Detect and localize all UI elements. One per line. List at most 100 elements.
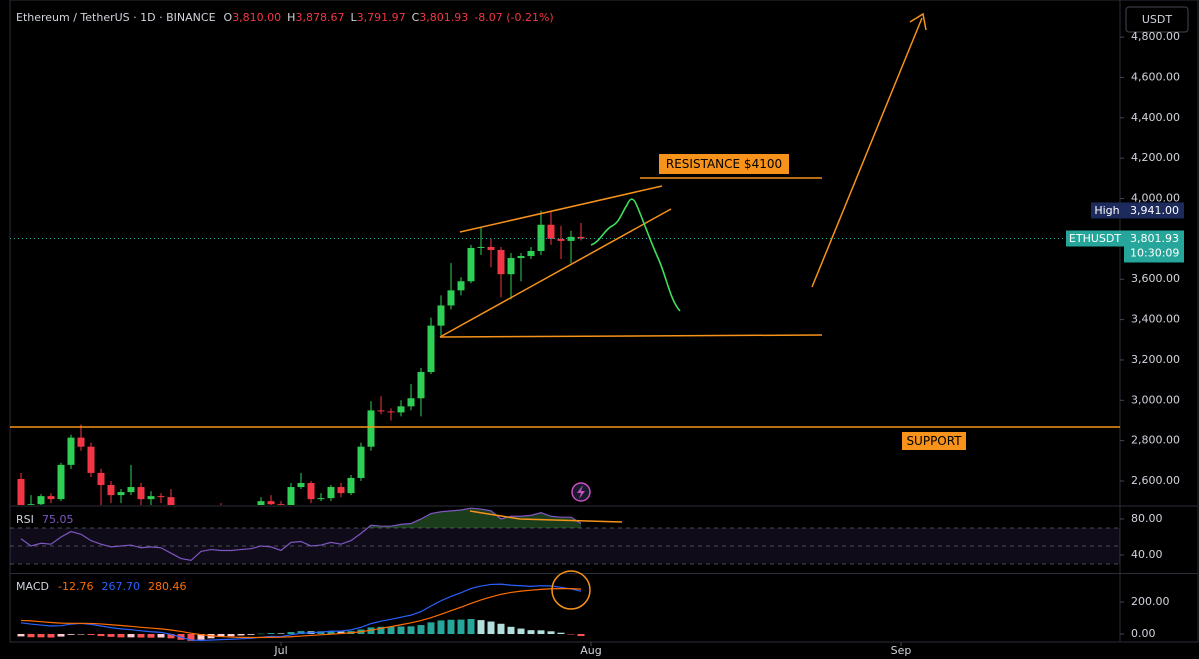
candle-body [167,497,175,505]
rsi-value: 75.05 [42,513,74,526]
candle-body [297,483,305,488]
rsi-line [20,507,582,562]
candle-body [37,496,45,505]
macd-histogram-bar [217,634,225,638]
macd-histogram-bar [227,634,235,637]
candle-body [157,496,165,498]
ohlc-key: C [412,11,420,24]
macd-histogram-bar [427,622,435,635]
macd-histogram-bar [527,630,535,635]
drawings: RESISTANCE $4100 SUPPORT [10,12,1120,502]
currency-button[interactable] [1125,6,1189,33]
candle-body [127,487,135,493]
candle-body [397,406,405,413]
candle-body [27,504,35,505]
candle-body [267,501,275,505]
macd-histogram-bar [497,623,505,635]
y-tick-label: 2,800.00 [1131,434,1180,447]
macd-histogram-bar [477,620,485,635]
macd-tick-label: 200.00 [1131,595,1170,608]
candle-body [477,246,485,248]
ohlc-legend: O 3,810.00 H 3,878.67 L 3,791.97 C 3,801.93 -8.0… [224,11,554,24]
ohlc-value: 3,810.00 [232,11,281,24]
change-value: -8.07 (-0.21%) [474,11,553,24]
support-label: SUPPORT [906,434,962,448]
resistance-label-bg [659,154,789,174]
candle-body [357,446,365,478]
ohlc-key: L [350,11,357,24]
price-pane [10,210,1120,505]
macd-histogram-bar [517,628,525,635]
projection-curve [590,198,681,312]
candle-body [427,325,435,373]
candle-body [47,496,55,500]
macd-histogram-bar [257,633,265,635]
candle-body [277,504,285,505]
ohlc-value: 3,801.93 [419,11,468,24]
y-tick-label: 4,200.00 [1131,151,1180,164]
candle-body [557,238,565,241]
macd-pane [17,583,585,642]
candle-body [137,487,145,500]
rsi-overbought-fill [21,508,581,528]
candle-body [407,398,415,407]
last-price-bg [1124,230,1184,263]
macd-histogram-bar [377,626,385,635]
macd-histogram-bar [137,634,145,638]
rsi-tick-label: 40.00 [1131,548,1163,561]
macd-histogram-bar [467,618,475,635]
lightning [577,485,585,499]
macd-histogram-bar [457,619,465,635]
resistance-label: RESISTANCE $4100 [666,157,782,171]
macd-histogram-bar [417,625,425,635]
candle-body [67,437,75,465]
macd-histogram-bar [77,634,85,635]
candle-body [257,501,265,505]
currency-label[interactable]: USDT [1142,13,1173,26]
macd-histogram-bar [487,621,495,635]
macd-histogram-bar [107,634,115,637]
macd-histogram-bar [557,632,565,635]
candle-body [17,478,25,505]
candle-body [487,246,495,250]
candle-body [517,256,525,259]
wedge-upper-line [459,185,663,233]
ohlc-value: 3,791.97 [357,11,406,24]
macd-histogram-bar [387,626,395,635]
macd-histogram-bar [157,634,165,638]
high-price-bg [1124,202,1184,219]
y-tick-label: 3,200.00 [1131,353,1180,366]
candle-body [97,472,105,486]
candle-body [467,247,475,282]
high-price-label: 3,941.00 [1130,204,1179,217]
symbol-title: Ethereum / TetherUS · 1D · BINANCE [16,11,216,24]
high-name: High [1094,204,1119,217]
candle-body [367,410,375,447]
y-tick-label: 2,600.00 [1131,474,1180,487]
y-tick-label: 4,400.00 [1131,111,1180,124]
candle-body [547,224,555,239]
macd-histogram-bar [147,634,155,638]
candle-body [77,437,85,447]
macd-histogram-bar [547,631,555,635]
macd-signal-line [20,587,582,639]
macd-histogram-bar [197,634,205,640]
y-tick-label: 4,600.00 [1131,70,1180,83]
macd-macd-line [20,583,582,642]
macd-histogram-bar [127,634,135,638]
candle-body [117,492,125,496]
last-name: ETHUSDT [1069,232,1121,245]
arrow-head [909,12,927,31]
rsi-tick-label: 80.00 [1131,512,1163,525]
macd-highlight-circle [551,570,591,610]
candle-body [497,249,505,275]
macd-histogram-bar [247,634,255,635]
macd-histogram-bar [407,626,415,635]
macd-histogram-bar [397,626,405,635]
candle-body [437,305,445,326]
candle-body [287,487,295,505]
y-tick-label: 4,800.00 [1131,30,1180,43]
